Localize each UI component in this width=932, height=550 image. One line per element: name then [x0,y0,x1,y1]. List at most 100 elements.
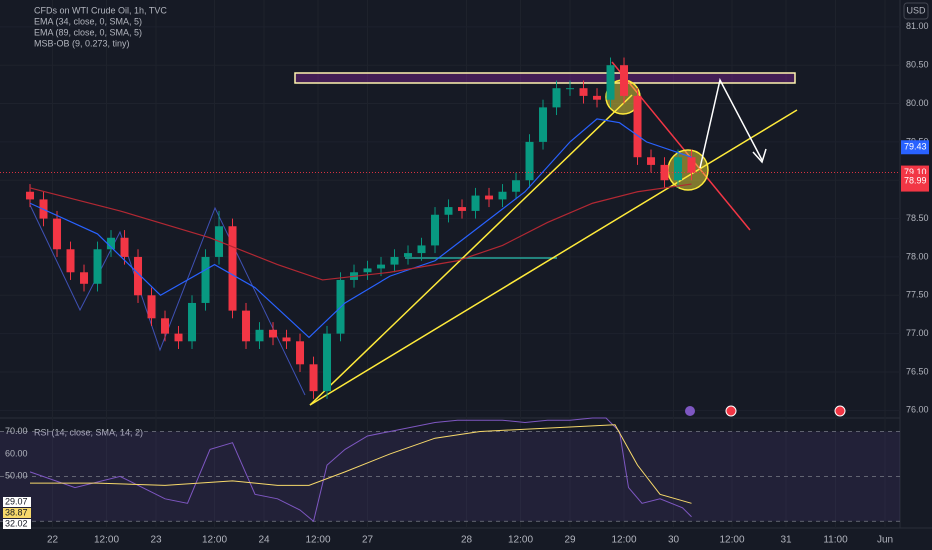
candle-body [161,318,170,334]
candle-body [458,207,467,211]
candle-body [390,256,399,265]
x-tick-label: 12:00 [508,535,533,546]
x-tick-label: 28 [461,535,473,546]
candle-body [188,302,197,342]
candle-body [242,310,251,342]
arrow-head [752,148,767,164]
candle-body [539,107,548,142]
legend-entry: MSB-OB (9, 0.273, tiny) [34,38,130,48]
x-tick-label: 11:00 [823,535,848,546]
candle-body [174,333,183,342]
x-tick-label: 12:00 [719,535,744,546]
candle-body [296,341,305,365]
y-tick-label: 80.00 [906,98,929,108]
downtrend-line[interactable] [611,61,751,231]
x-tick-label: 27 [362,535,374,546]
indicator-line [29,183,692,281]
resistance-zone[interactable] [294,72,796,84]
rsi-tick-label: 50.00 [5,471,28,481]
trendline[interactable] [309,94,633,406]
event-icon[interactable] [834,405,846,417]
candle-body [606,65,615,100]
rsi-badge [3,508,31,518]
price-badge [901,174,929,189]
trendline[interactable] [309,109,798,406]
y-tick-label: 80.50 [906,60,929,70]
candle-body [687,157,696,173]
candle-body [525,141,534,181]
candle-body [471,195,480,211]
indicator-line [29,417,692,523]
candle-body [566,88,575,90]
y-tick-label: 78.00 [906,251,929,261]
chart-title: CFDs on WTI Crude Oil, 1h, TVC [34,5,167,15]
candle-body [120,237,129,257]
rsi-title: RSI (14, close, SMA, 14, 2) [34,427,143,437]
price-label: 79.10 [904,167,927,177]
candle-body [201,256,210,303]
x-tick-label: 30 [668,535,680,546]
candle-body [26,191,35,200]
legend-entry: EMA (89, close, 0, SMA, 5) [34,27,142,37]
rsi-badge-label: 38.87 [5,507,28,517]
legend-entry: EMA (34, close, 0, SMA, 5) [34,16,142,26]
candle-body [512,180,521,192]
candle-body [66,249,75,273]
y-tick-label: 77.50 [906,290,929,300]
candle-body [579,88,588,96]
candle-body [53,218,62,250]
candle-body [552,88,561,108]
candle-body [431,214,440,246]
event-icon[interactable] [685,406,695,416]
x-tick-label: Jun [877,535,893,546]
x-tick-label: 12:00 [94,535,119,546]
y-tick-label: 77.00 [906,328,929,338]
candle-body [647,157,656,165]
rsi-badge-label: 32.02 [5,518,28,528]
rsi-tick-label: 70.00 [5,426,28,436]
price-label: 79.43 [904,142,927,152]
price-label: 78.99 [904,175,927,185]
candle-body [377,264,386,269]
rsi-tick-label: 60.00 [5,448,28,458]
candle-body [498,191,507,200]
candle-body [282,337,291,342]
candle-body [593,95,602,100]
candle-body [633,95,642,158]
candle-body [485,195,494,200]
x-tick-label: 12:00 [202,535,227,546]
candle-body [660,164,669,181]
candle-body [269,329,278,338]
candle-body [620,65,629,96]
candle-body [255,329,264,342]
x-tick-label: 24 [258,535,270,546]
candle-body [107,237,116,250]
currency-box[interactable] [903,2,929,20]
price-badge [901,140,929,155]
rsi-badge [3,519,31,529]
candle-body [134,256,143,296]
candle-body [80,272,89,284]
candle-body [228,226,237,311]
x-tick-label: 29 [564,535,576,546]
rsi-badge-label: 29.07 [5,496,28,506]
rsi-badge [3,497,31,507]
x-tick-label: 12:00 [611,535,636,546]
y-tick-label: 81.00 [906,21,929,31]
candle-body [444,207,453,215]
currency: USD [906,5,926,15]
x-tick-label: 23 [150,535,162,546]
candle-body [323,333,332,392]
y-tick-label: 76.00 [906,405,929,415]
x-tick-label: 31 [780,535,792,546]
candle-body [147,295,156,319]
projection-arrow[interactable] [699,77,763,169]
y-tick-label: 76.50 [906,366,929,376]
candle-body [417,245,426,254]
candle-body [363,268,372,273]
candle-body [674,157,683,181]
event-icon[interactable] [725,405,737,417]
y-tick-label: 78.50 [906,213,929,223]
